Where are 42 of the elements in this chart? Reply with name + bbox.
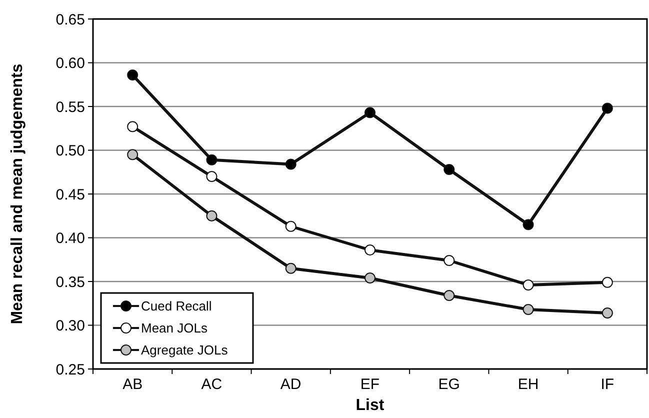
x-tick-label: EH [518, 376, 539, 393]
point [522, 219, 534, 230]
point [364, 244, 376, 256]
y-tick-label: 0.60 [56, 55, 85, 72]
point [602, 102, 613, 114]
y-tick-label: 0.55 [56, 98, 85, 116]
point [285, 262, 296, 274]
y-tick-label: 0.40 [56, 230, 85, 247]
legend-label: Mean JOLs [141, 320, 208, 336]
point [444, 255, 455, 266]
point [444, 164, 455, 175]
point [127, 121, 138, 132]
point [364, 272, 376, 284]
y-tick-label: 0.25 [56, 361, 85, 378]
y-tick-label: 0.65 [56, 11, 85, 28]
x-tick-label: AB [122, 376, 143, 393]
point [127, 70, 138, 80]
y-tick-label: 0.30 [56, 318, 85, 334]
x-tick-label: EG [438, 376, 460, 393]
point [522, 280, 534, 290]
x-axis-title: List [356, 397, 385, 414]
y-tick-label: 0.50 [56, 142, 85, 160]
point [206, 210, 218, 222]
x-tick-label: AD [280, 376, 302, 393]
y-axis-title: Mean recall and mean judgements [9, 64, 26, 324]
point [444, 290, 455, 301]
point [206, 154, 218, 166]
point [285, 158, 296, 170]
x-tick-label: AC [201, 376, 222, 393]
x-tick-label: EF [360, 376, 380, 393]
point [364, 107, 376, 118]
legend-label: Agregate JOLs [141, 342, 228, 358]
point [206, 171, 218, 182]
point [285, 220, 296, 232]
legend-label: Cued Recall [141, 298, 212, 314]
point [602, 308, 613, 318]
y-tick-label: 0.35 [56, 274, 85, 291]
x-tick-label: IF [600, 376, 614, 393]
point [602, 276, 613, 288]
point [127, 149, 138, 160]
y-tick-label: 0.45 [56, 186, 85, 204]
point [522, 304, 534, 315]
